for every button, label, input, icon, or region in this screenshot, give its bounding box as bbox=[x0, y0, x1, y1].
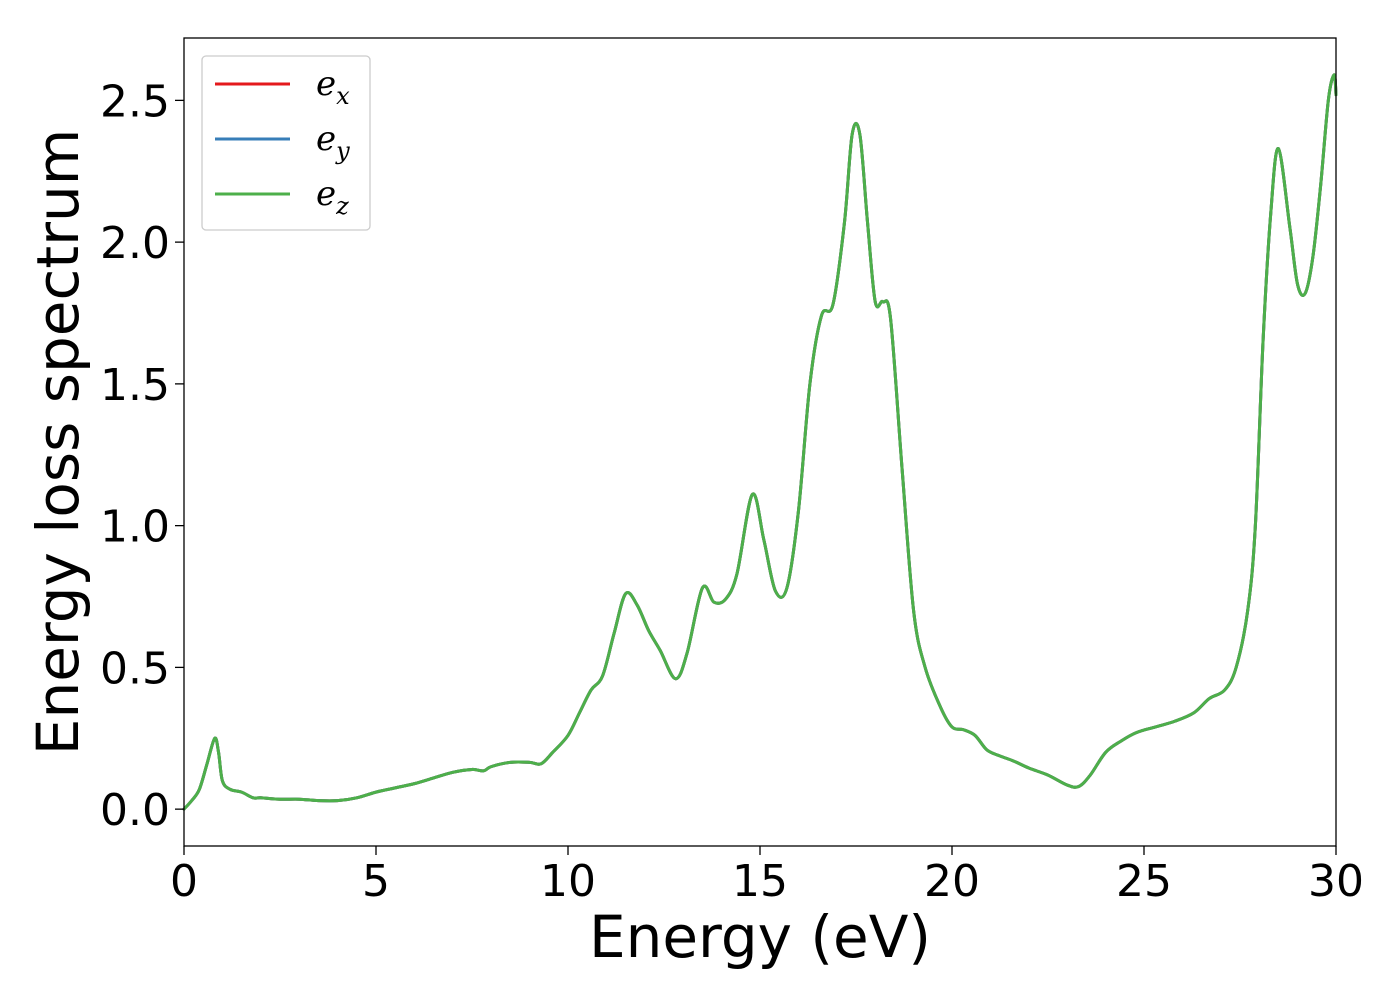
y-axis-title: Energy loss spectrum bbox=[24, 129, 92, 755]
y-tick-label: 0.5 bbox=[100, 643, 170, 694]
y-tick-label: 2.5 bbox=[100, 76, 170, 127]
plot-background bbox=[184, 38, 1336, 846]
x-tick-label: 15 bbox=[732, 856, 788, 907]
x-tick-label: 30 bbox=[1308, 856, 1364, 907]
series-layer bbox=[182, 73, 1338, 811]
x-tick-label: 25 bbox=[1116, 856, 1172, 907]
y-tick-label: 1.0 bbox=[100, 502, 170, 553]
x-tick-label: 0 bbox=[170, 856, 198, 907]
y-tick-label: 2.0 bbox=[100, 218, 170, 269]
legend-box bbox=[201, 55, 371, 231]
x-tick-label: 20 bbox=[924, 856, 980, 907]
x-axis: 0 5 10 15 20 25 30 bbox=[170, 846, 1364, 907]
x-tick-label: 10 bbox=[540, 856, 596, 907]
x-axis-title: Energy (eV) bbox=[589, 903, 931, 971]
y-tick-label: 0.0 bbox=[100, 785, 170, 836]
series-line-e-z bbox=[182, 73, 1338, 811]
x-tick-label: 5 bbox=[362, 856, 390, 907]
y-tick-label: 1.5 bbox=[100, 360, 170, 411]
y-axis: 0.0 0.5 1.0 1.5 2.0 2.5 bbox=[100, 76, 184, 836]
